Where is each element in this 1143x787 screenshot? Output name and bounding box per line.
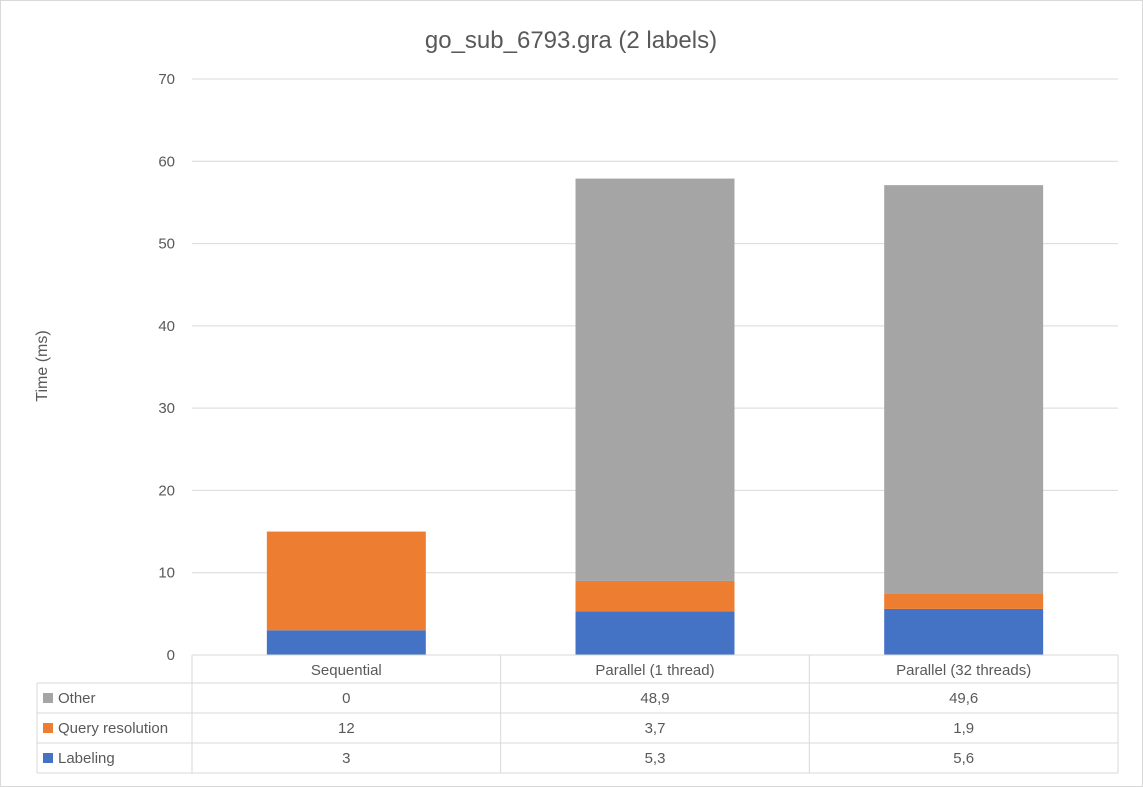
y-tick-label: 30 — [158, 400, 175, 417]
y-tick-label: 60 — [158, 153, 175, 170]
legend-swatch — [43, 723, 53, 733]
legend-label: Other — [58, 690, 96, 707]
y-axis-ticks: 0 10 20 30 40 50 60 70 — [158, 71, 175, 664]
x-tick-label: Parallel (1 thread) — [595, 662, 714, 679]
bar-segment — [884, 185, 1044, 594]
x-tick-label: Sequential — [311, 662, 382, 679]
bar-segment — [575, 580, 735, 612]
legend-label: Query resolution — [58, 720, 168, 737]
y-tick-label: 0 — [167, 647, 175, 664]
y-axis-title: Time (ms) — [34, 330, 51, 401]
bar-segment — [884, 593, 1044, 609]
bar-segment — [266, 630, 426, 655]
data-table: Sequential Parallel (1 thread) Parallel (3… — [36, 654, 1119, 774]
data-table-value: 48,9 — [640, 690, 669, 707]
legend-swatch — [43, 693, 53, 703]
data-table-value: 49,6 — [949, 690, 978, 707]
data-table-value: 5,3 — [645, 750, 666, 767]
bar-segment — [266, 531, 426, 631]
bar-segment — [575, 611, 735, 655]
y-tick-label: 40 — [158, 318, 175, 335]
y-tick-label: 70 — [158, 71, 175, 88]
chart-title: go_sub_6793.gra (2 labels) — [425, 27, 717, 54]
legend-swatch — [43, 753, 53, 763]
data-table-value: 5,6 — [953, 750, 974, 767]
y-tick-label: 50 — [158, 236, 175, 253]
y-tick-label: 10 — [158, 565, 175, 582]
bars — [266, 178, 1044, 655]
data-table-value: 1,9 — [953, 720, 974, 737]
data-table-value: 3 — [342, 750, 350, 767]
y-tick-label: 20 — [158, 482, 175, 499]
data-table-value: 0 — [342, 690, 350, 707]
bar-segment — [884, 608, 1044, 655]
bar-segment — [575, 178, 735, 581]
data-table-value: 12 — [338, 720, 355, 737]
legend-label: Labeling — [58, 750, 115, 767]
x-tick-label: Parallel (32 threads) — [896, 662, 1031, 679]
data-table-value: 3,7 — [645, 720, 666, 737]
